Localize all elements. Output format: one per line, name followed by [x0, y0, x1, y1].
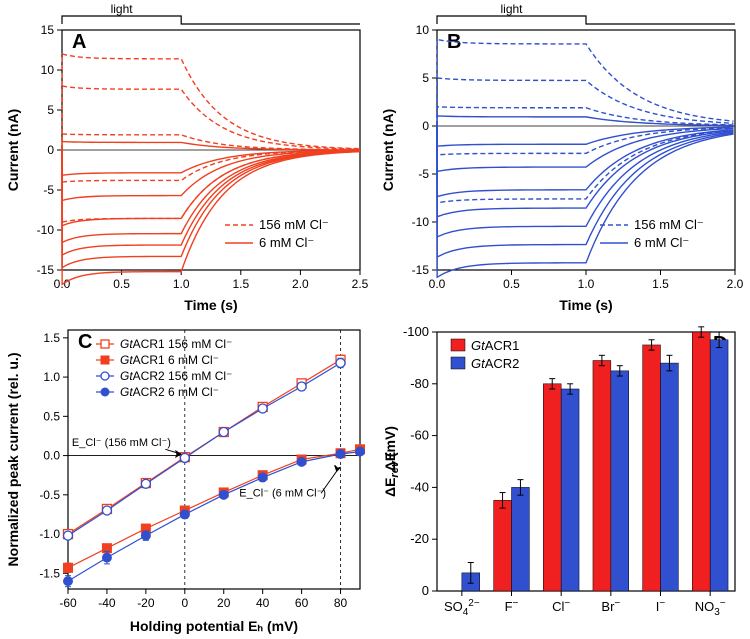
svg-text:Cl−: Cl−: [552, 598, 570, 614]
svg-text:A: A: [72, 31, 86, 53]
svg-text:0: 0: [422, 583, 429, 598]
svg-text:E_Cl⁻ (156 mM Cl⁻): E_Cl⁻ (156 mM Cl⁻): [72, 437, 171, 449]
svg-text:-15: -15: [412, 263, 430, 277]
panel-b: 0.0 0.5 1.0 1.5 2.0 -15 -10 -5 0 5 10 Time (s) Curre…: [375, 0, 750, 320]
svg-text:ΔErev (mV): ΔErev (mV): [382, 426, 401, 497]
panel-d: 0-20-40-60-80-100ΔEΔErev (mV)DSO42−F−Cl−…: [375, 320, 750, 639]
svg-text:0: 0: [47, 143, 54, 157]
svg-text:-15: -15: [37, 263, 55, 277]
svg-text:0.5: 0.5: [113, 277, 130, 291]
svg-text:0: 0: [422, 119, 429, 133]
svg-text:-10: -10: [412, 215, 430, 229]
svg-text:GtACR1: GtACR1: [471, 338, 519, 353]
panel-a: 0.00.51.01.52.02.5-15-10-5051015Time (s)…: [0, 0, 375, 320]
panel-c: -60 -40 -20 0 20 40 60 80 -1.5 -1.0 -0.5 0.0 0.5 1.0 1…: [0, 320, 375, 639]
svg-text:Time (s): Time (s): [184, 297, 237, 313]
svg-text:10: 10: [41, 63, 55, 77]
svg-text:2.5: 2.5: [352, 277, 369, 291]
svg-text:-10: -10: [37, 223, 55, 237]
svg-text:0.0: 0.0: [429, 277, 446, 291]
svg-text:NO3−: NO3−: [695, 598, 726, 618]
panel-d-svg: 0-20-40-60-80-100ΔEΔErev (mV)DSO42−F−Cl−…: [375, 320, 750, 639]
svg-text:-1.5: -1.5: [39, 566, 60, 580]
svg-text:GtACR2: GtACR2: [471, 356, 519, 371]
svg-text:GtACR1 6 mM Cl⁻: GtACR1 6 mM Cl⁻: [120, 353, 219, 367]
svg-text:0: 0: [181, 596, 188, 610]
svg-text:-20: -20: [410, 531, 429, 546]
svg-text:0.0: 0.0: [43, 449, 60, 463]
svg-text:light: light: [500, 2, 523, 16]
svg-text:-60: -60: [410, 428, 429, 443]
svg-text:-1.0: -1.0: [39, 527, 60, 541]
svg-text:GtACR2 156 mM Cl⁻: GtACR2 156 mM Cl⁻: [120, 369, 232, 383]
svg-text:GtACR1 156 mM Cl⁻: GtACR1 156 mM Cl⁻: [120, 337, 232, 351]
panel-b-svg: 0.0 0.5 1.0 1.5 2.0 -15 -10 -5 0 5 10 Time (s) Curre…: [375, 0, 750, 320]
svg-text:15: 15: [41, 23, 55, 37]
svg-text:1.5: 1.5: [232, 277, 249, 291]
svg-text:2.0: 2.0: [727, 277, 744, 291]
svg-text:156 mM Cl⁻: 156 mM Cl⁻: [259, 217, 329, 232]
svg-text:80: 80: [334, 596, 348, 610]
svg-text:Holding potential Eₕ (mV): Holding potential Eₕ (mV): [130, 618, 298, 634]
svg-text:GtACR2 6 mM Cl⁻: GtACR2 6 mM Cl⁻: [120, 385, 219, 399]
svg-text:Br−: Br−: [601, 598, 620, 614]
svg-text:Time (s): Time (s): [559, 297, 612, 313]
svg-text:-40: -40: [98, 596, 116, 610]
svg-text:C: C: [78, 331, 92, 353]
panel-a-svg: 0.00.51.01.52.02.5-15-10-5051015Time (s)…: [0, 0, 375, 320]
svg-text:40: 40: [256, 596, 270, 610]
svg-text:6 mM Cl⁻: 6 mM Cl⁻: [259, 235, 314, 250]
svg-text:-5: -5: [43, 183, 54, 197]
svg-text:1.5: 1.5: [43, 331, 60, 345]
svg-text:156 mM Cl⁻: 156 mM Cl⁻: [634, 217, 704, 232]
svg-text:I−: I−: [656, 598, 666, 614]
svg-text:-80: -80: [410, 376, 429, 391]
figure-grid: 0.0 0.5 1.0 1.5 2.0 2.5 -15 -10 -5 0 5 10 15 Time (s)…: [0, 0, 750, 639]
svg-text:6 mM Cl⁻: 6 mM Cl⁻: [634, 235, 689, 250]
svg-text:0.5: 0.5: [503, 277, 520, 291]
svg-text:1.0: 1.0: [173, 277, 190, 291]
svg-text:-60: -60: [59, 596, 77, 610]
svg-text:5: 5: [47, 103, 54, 117]
svg-text:0.5: 0.5: [43, 409, 60, 423]
svg-text:-0.5: -0.5: [39, 488, 60, 502]
svg-text:-5: -5: [418, 167, 429, 181]
svg-text:1.0: 1.0: [578, 277, 595, 291]
svg-text:60: 60: [295, 596, 309, 610]
svg-text:Current (nA): Current (nA): [380, 109, 396, 191]
svg-text:1.0: 1.0: [43, 370, 60, 384]
svg-text:F−: F−: [505, 598, 519, 614]
svg-text:Normalized peak current (rel.: Normalized peak current (rel. u.): [5, 353, 21, 567]
svg-text:-40: -40: [410, 479, 429, 494]
svg-text:1.5: 1.5: [652, 277, 669, 291]
svg-text:5: 5: [422, 71, 429, 85]
svg-text:-100: -100: [403, 324, 429, 339]
svg-text:E_Cl⁻ (6 mM Cl⁻): E_Cl⁻ (6 mM Cl⁻): [239, 487, 326, 499]
svg-text:-20: -20: [137, 596, 155, 610]
panel-c-svg: -60 -40 -20 0 20 40 60 80 -1.5 -1.0 -0.5 0.0 0.5 1.0 1…: [0, 320, 375, 639]
svg-text:20: 20: [217, 596, 231, 610]
svg-text:2.0: 2.0: [292, 277, 309, 291]
svg-text:SO42−: SO42−: [444, 598, 480, 618]
svg-text:Current (nA): Current (nA): [5, 109, 21, 191]
svg-text:light: light: [111, 2, 134, 16]
svg-text:10: 10: [416, 23, 430, 37]
